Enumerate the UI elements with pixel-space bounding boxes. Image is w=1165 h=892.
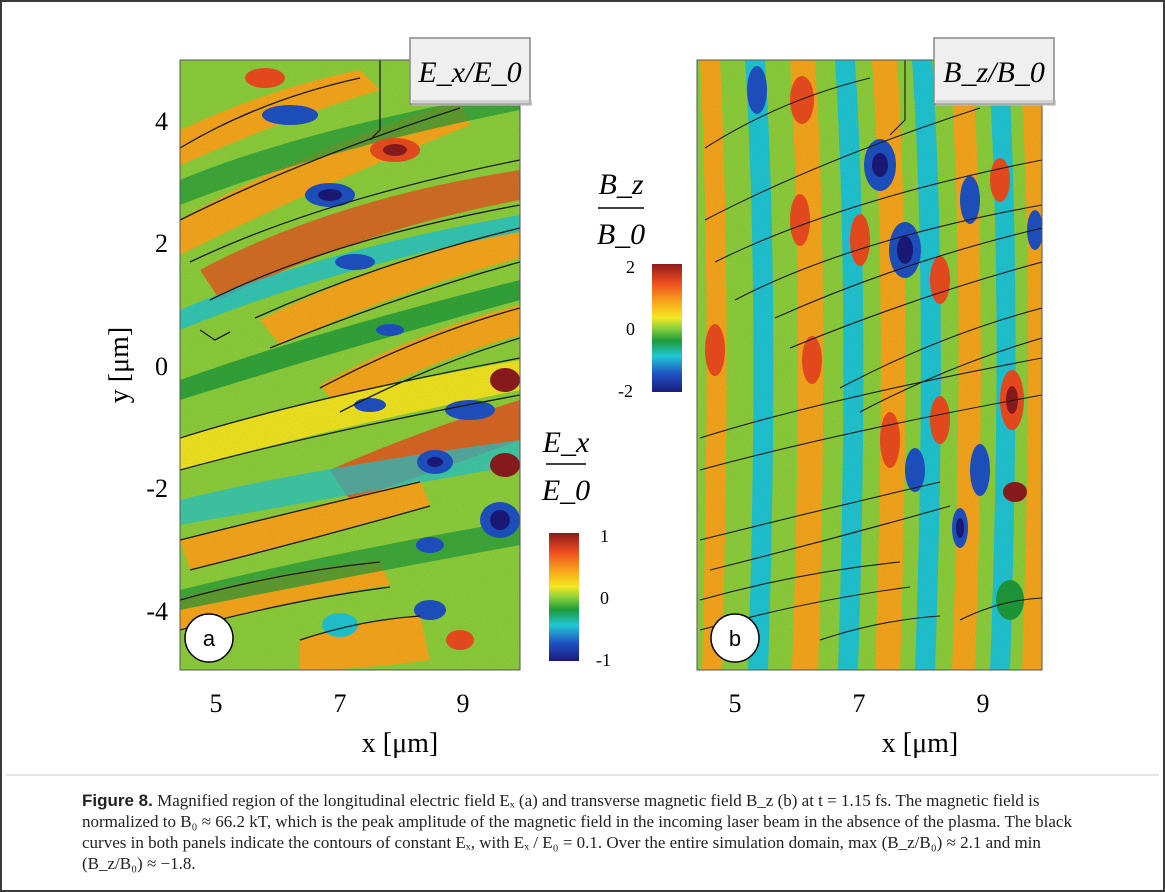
colorbar-a-tick: 1 [600, 526, 609, 546]
colorbar-b-denominator: B_0 [597, 218, 645, 251]
panel-a: 4 2 0 -2 -4 5 7 9 x [μm] y [μm] E_x/E_0 … [104, 37, 532, 759]
panel-b-border [696, 59, 1043, 671]
xtick-label: 5 [729, 689, 742, 718]
caption-text: Magnified region of the longitudinal ele… [82, 791, 1072, 873]
figure-caption: Figure 8. Magnified region of the longit… [82, 790, 1102, 874]
xtick-label: 9 [977, 689, 990, 718]
colorbar-a-denominator: E_0 [541, 474, 590, 507]
colorbar-a-tick: 0 [600, 588, 609, 608]
caption-label: Figure 8. [82, 791, 153, 810]
x-axis-label: x [μm] [362, 728, 438, 759]
xtick-label: 7 [334, 689, 347, 718]
colorbar-a-tick: -1 [596, 650, 611, 670]
colorbar-a: E_x E_0 1 0 -1 [541, 426, 611, 670]
colorbar-b-tick: 2 [626, 257, 635, 277]
panel-a-xticks: 5 7 9 [210, 689, 470, 718]
panel-a-heatmap [180, 60, 520, 670]
colorbar-b-tick: 0 [626, 319, 635, 339]
panel-b-letter: b [729, 626, 741, 651]
ytick-label: -2 [146, 474, 168, 503]
colorbar-b-gradient [652, 264, 682, 392]
xtick-label: 5 [210, 689, 223, 718]
panel-a-title-box: E_x/E_0 [409, 37, 532, 106]
colorbar-a-numerator: E_x [542, 426, 590, 459]
panel-b-title: B_z/B_0 [943, 56, 1045, 89]
colorbar-a-gradient [549, 533, 579, 661]
x-axis-label: x [μm] [882, 728, 958, 759]
colorbar-b: B_z B_0 2 0 -2 [597, 168, 682, 401]
panel-a-border [179, 59, 521, 671]
ytick-label: 4 [155, 107, 168, 136]
panel-a-title: E_x/E_0 [417, 56, 521, 89]
panel-a-contours [180, 60, 520, 641]
xtick-label: 7 [853, 689, 866, 718]
panel-b-contours [699, 60, 1042, 641]
panel-a-yticks: 4 2 0 -2 -4 [146, 107, 168, 626]
colorbar-b-numerator: B_z [599, 168, 644, 201]
panel-b-heatmap [697, 60, 1042, 670]
panel-b-xticks: 5 7 9 [729, 689, 990, 718]
ytick-label: 0 [155, 352, 168, 381]
panel-a-letter: a [203, 626, 216, 651]
colorbar-b-tick: -2 [618, 381, 633, 401]
ytick-label: -4 [146, 597, 168, 626]
panel-b-title-box: B_z/B_0 [933, 37, 1056, 106]
panel-b-badge: b [710, 613, 760, 663]
y-axis-label: y [μm] [104, 327, 135, 403]
panel-a-badge: a [184, 613, 234, 663]
ytick-label: 2 [155, 229, 168, 258]
xtick-label: 9 [457, 689, 470, 718]
panel-b: 5 7 9 x [μm] B_z/B_0 b [696, 37, 1056, 759]
